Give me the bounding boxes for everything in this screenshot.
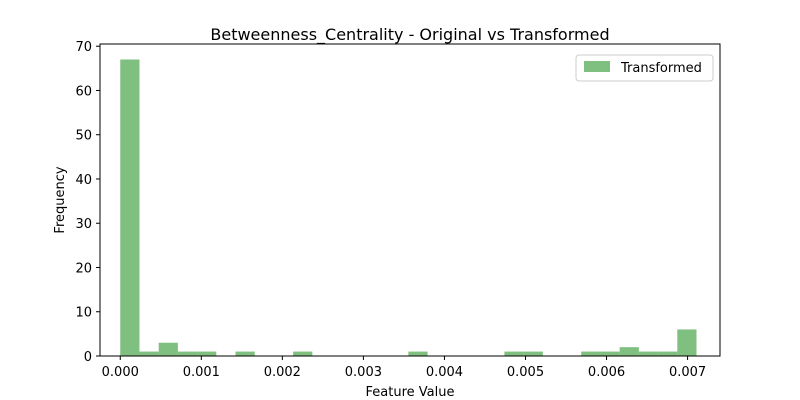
histogram-bar bbox=[658, 351, 678, 356]
histogram-bar bbox=[638, 351, 659, 356]
bars-group bbox=[120, 59, 697, 357]
x-tick-label: 0.005 bbox=[507, 365, 544, 380]
y-tick-label: 40 bbox=[75, 173, 92, 188]
y-tick-label: 10 bbox=[75, 306, 92, 321]
histogram-bar bbox=[177, 351, 198, 356]
x-tick-label: 0.006 bbox=[588, 365, 625, 380]
histogram-bar bbox=[581, 351, 601, 356]
x-tick-label: 0.001 bbox=[183, 365, 220, 380]
histogram-bar bbox=[408, 351, 428, 356]
x-tick-label: 0.003 bbox=[345, 365, 382, 380]
legend-frame bbox=[575, 54, 714, 82]
x-tick-label: 0.002 bbox=[264, 365, 301, 380]
x-axis-ticks: 0.000 0.001 0.002 0.003 0.004 0.005 0.006 0.007 bbox=[102, 356, 706, 380]
histogram-bar bbox=[619, 347, 639, 356]
histogram-bar bbox=[235, 351, 255, 356]
histogram-bar bbox=[197, 351, 217, 356]
y-tick-label: 0 bbox=[84, 350, 92, 365]
y-axis-label: Frequency bbox=[53, 166, 68, 233]
histogram-bar bbox=[120, 59, 140, 357]
plot-frame bbox=[99, 43, 721, 357]
histogram-bar bbox=[600, 351, 620, 356]
histogram-bar bbox=[139, 351, 159, 356]
histogram-bar bbox=[158, 342, 178, 356]
histogram-bar bbox=[293, 351, 313, 356]
y-tick-label: 70 bbox=[75, 40, 92, 55]
chart-title: Betweenness_Centrality - Original vs Tra… bbox=[210, 25, 609, 45]
legend-label: Transformed bbox=[620, 61, 702, 76]
y-tick-label: 20 bbox=[75, 261, 92, 276]
x-tick-label: 0.004 bbox=[426, 365, 463, 380]
legend-swatch bbox=[584, 61, 610, 72]
x-tick-label: 0.000 bbox=[102, 365, 139, 380]
y-tick-label: 60 bbox=[75, 84, 92, 99]
x-tick-label: 0.007 bbox=[669, 365, 706, 380]
histogram-bar bbox=[523, 351, 543, 356]
histogram-bar bbox=[677, 329, 697, 356]
legend: Transformed bbox=[575, 54, 714, 82]
y-tick-label: 50 bbox=[75, 129, 92, 144]
y-axis-ticks: 0 10 20 30 40 50 60 70 bbox=[75, 40, 100, 365]
x-axis-label: Feature Value bbox=[366, 385, 455, 400]
histogram-bar bbox=[504, 351, 524, 356]
y-tick-label: 30 bbox=[75, 217, 92, 232]
